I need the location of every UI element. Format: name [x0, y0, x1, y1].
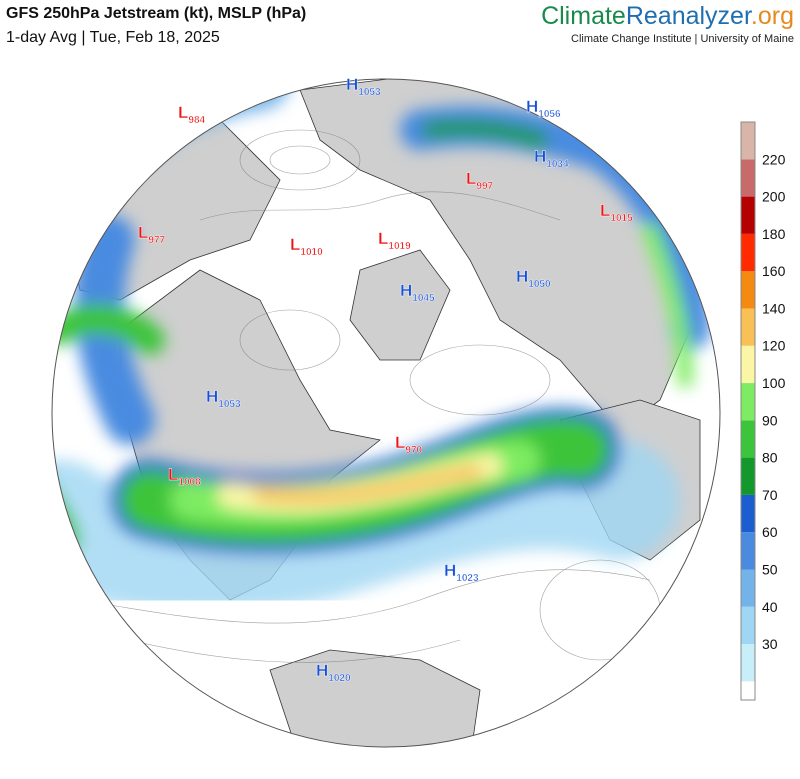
colorbar-label: 80: [762, 450, 778, 466]
center-kind: H: [526, 97, 538, 116]
pressure-center: L1019: [378, 229, 411, 252]
globe-outline: [51, 78, 721, 748]
colorbar-swatch: [741, 383, 755, 421]
colorbar-swatch: [741, 457, 755, 495]
colorbar-below: [741, 681, 755, 700]
pressure-center: H1045: [400, 281, 435, 304]
colorbar-label: 140: [762, 300, 786, 316]
center-kind: H: [534, 147, 546, 166]
colorbar-label: 60: [762, 524, 778, 540]
colorbar-swatch: [741, 345, 755, 384]
center-value: 1015: [610, 213, 633, 224]
colorbar-label: 220: [762, 151, 786, 167]
colorbar-swatch: [741, 196, 755, 234]
colorbar-swatch: [741, 271, 755, 309]
center-kind: L: [138, 223, 148, 242]
pressure-center: H1020: [316, 661, 351, 684]
center-kind: H: [516, 267, 528, 286]
subtitle: 1-day Avg | Tue, Feb 18, 2025: [6, 29, 220, 46]
center-kind: L: [395, 433, 405, 452]
center-value: 1053: [358, 87, 381, 98]
colorbar-swatch: [741, 122, 755, 160]
center-value: 984: [188, 115, 205, 126]
colorbar-swatch: [741, 606, 755, 645]
pressure-center: H1053: [346, 75, 381, 98]
colorbar-label: 90: [762, 412, 778, 428]
center-value: 977: [148, 235, 165, 246]
colorbar-label: 160: [762, 263, 786, 279]
colorbar-swatch: [741, 569, 755, 607]
center-value: 1023: [456, 573, 479, 584]
center-kind: H: [316, 661, 328, 680]
institute: Climate Change Institute | University of…: [571, 33, 794, 45]
center-value: 1050: [528, 279, 551, 290]
pressure-center: H1023: [444, 561, 479, 584]
pressure-center: L1008: [168, 465, 201, 488]
pressure-center: H1050: [516, 267, 551, 290]
center-kind: L: [378, 229, 388, 248]
brand-part: .org: [751, 2, 794, 30]
center-value: 1053: [218, 399, 241, 410]
colorbar-swatch: [741, 420, 755, 458]
center-kind: L: [600, 201, 610, 220]
colorbar-swatch: [741, 494, 755, 533]
colorbar-swatch: [741, 159, 755, 197]
center-kind: H: [346, 75, 358, 94]
center-kind: L: [466, 169, 476, 188]
colorbar-swatch: [741, 644, 755, 682]
center-value: 970: [405, 445, 422, 456]
colorbar-label: 120: [762, 338, 786, 354]
center-value: 1019: [388, 241, 411, 252]
colorbar-label: 70: [762, 487, 778, 503]
colorbar-label: 100: [762, 375, 786, 391]
colorbar: 30 40 50 60 70 80 90 100 120 140 160 180 200 220: [740, 121, 786, 701]
pressure-center: L970: [395, 433, 423, 456]
pressure-center: H1056: [526, 97, 561, 120]
pressure-center: H1034: [534, 147, 569, 170]
center-value: 1045: [412, 293, 435, 304]
pressure-center: L997: [466, 169, 494, 192]
colorbar-label: 50: [762, 561, 778, 577]
colorbar-label: 180: [762, 226, 786, 242]
brand-part: Reanalyzer: [626, 2, 752, 30]
colorbar-label: 30: [762, 636, 778, 652]
brand: ClimateReanalyzer.org: [541, 2, 794, 30]
globe: [52, 79, 720, 747]
center-kind: H: [206, 387, 218, 406]
center-value: 997: [476, 181, 493, 192]
colorbar-swatch: [741, 233, 755, 272]
center-value: 1056: [538, 109, 561, 120]
pressure-center: L1015: [600, 201, 633, 224]
pressure-center: L984: [178, 103, 206, 126]
center-kind: H: [444, 561, 456, 580]
colorbar-frame: [740, 121, 756, 701]
center-value: 1010: [300, 247, 323, 258]
center-kind: L: [168, 465, 178, 484]
pressure-center: H1053: [206, 387, 241, 410]
pressure-center: L1010: [290, 235, 323, 258]
brand-part: Climate: [541, 2, 626, 30]
center-value: 1020: [328, 673, 351, 684]
colorbar-label: 200: [762, 189, 786, 205]
pressure-center: L977: [138, 223, 166, 246]
colorbar-label: 40: [762, 599, 778, 615]
center-value: 1034: [546, 159, 569, 170]
center-value: 1008: [178, 477, 201, 488]
center-kind: L: [178, 103, 188, 122]
center-kind: L: [290, 235, 300, 254]
colorbar-swatch: [741, 532, 755, 570]
title: GFS 250hPa Jetstream (kt), MSLP (hPa): [6, 5, 306, 22]
colorbar-swatch: [741, 308, 755, 346]
center-kind: H: [400, 281, 412, 300]
